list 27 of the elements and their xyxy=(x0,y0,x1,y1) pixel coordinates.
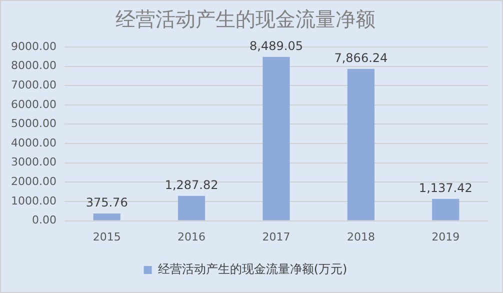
data-label: 1,287.82 xyxy=(164,178,218,192)
data-label: 375.76 xyxy=(86,196,128,210)
legend-label: 经营活动产生的现金流量净额(万元) xyxy=(158,262,348,276)
y-tick-label: 2000.00 xyxy=(10,175,56,188)
bar xyxy=(347,68,374,220)
bar xyxy=(432,198,460,220)
y-tick-label: 6000.00 xyxy=(10,98,56,111)
y-tick-label: 0.00 xyxy=(32,214,56,227)
x-tick-label: 2016 xyxy=(178,230,206,244)
x-tick-label: 2018 xyxy=(346,230,375,244)
data-label: 8,489.05 xyxy=(250,38,303,53)
x-tick-label: 2015 xyxy=(92,230,121,244)
x-tick-label: 2017 xyxy=(262,230,290,244)
y-tick-label: 7000.00 xyxy=(10,78,56,92)
y-tick-label: 8000.00 xyxy=(10,59,56,72)
chart-title: 经营活动产生的现金流量净额 xyxy=(116,7,376,32)
y-tick-label: 1000.00 xyxy=(10,194,56,208)
bar xyxy=(178,196,206,220)
bar xyxy=(262,56,290,220)
y-tick-label: 3000.00 xyxy=(10,156,56,169)
data-label: 7,866.24 xyxy=(334,51,388,66)
bar xyxy=(93,214,120,220)
y-tick-label: 5000.00 xyxy=(10,117,56,130)
x-tick-label: 2019 xyxy=(432,230,460,244)
data-label: 1,137.42 xyxy=(418,180,472,195)
y-tick-label: 4000.00 xyxy=(10,136,56,150)
y-tick-label: 9000.00 xyxy=(10,40,56,53)
